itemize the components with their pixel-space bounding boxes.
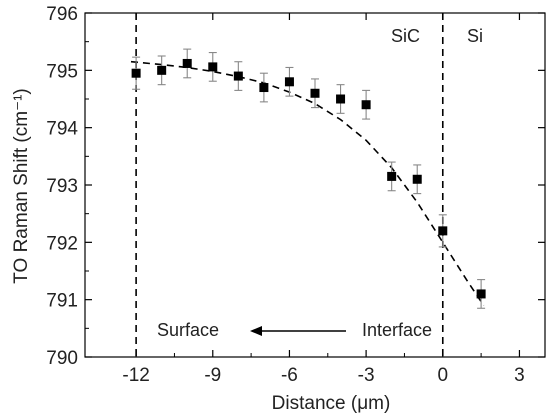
x-tick-label-0: -12 bbox=[122, 365, 149, 386]
data-point-4 bbox=[233, 71, 243, 81]
direction-arrow-head bbox=[250, 326, 262, 336]
data-points bbox=[131, 58, 486, 299]
error-bars bbox=[132, 48, 486, 309]
annotation-sic: SiC bbox=[391, 26, 420, 46]
plot-frame bbox=[84, 12, 546, 358]
region-divider-lines bbox=[135, 13, 444, 357]
annotations: SiC Si Surface Interface bbox=[157, 26, 483, 340]
fit-curve bbox=[130, 60, 485, 306]
data-point-6 bbox=[284, 77, 294, 87]
x-axis-title: Distance (μm) bbox=[272, 393, 391, 414]
data-point-9 bbox=[361, 100, 371, 110]
x-tick-label-3: -3 bbox=[358, 365, 375, 386]
data-point-12 bbox=[438, 226, 448, 236]
data-point-3 bbox=[208, 62, 218, 72]
x-tick-label-1: -9 bbox=[204, 365, 221, 386]
y-tick-label-3: 793 bbox=[46, 176, 78, 197]
annotation-interface: Interface bbox=[362, 320, 432, 340]
data-point-0 bbox=[131, 68, 141, 78]
y-tick-label-5: 795 bbox=[46, 61, 78, 82]
data-point-13 bbox=[476, 289, 486, 299]
data-point-2 bbox=[182, 58, 192, 68]
data-point-7 bbox=[310, 88, 320, 98]
x-tick-label-5: 3 bbox=[514, 365, 525, 386]
y-tick-label-0: 790 bbox=[46, 348, 78, 369]
fit-curve-group bbox=[130, 60, 485, 306]
annotation-surface: Surface bbox=[157, 320, 219, 340]
data-point-11 bbox=[412, 174, 422, 184]
x-tick-label-2: -6 bbox=[281, 365, 298, 386]
plot-area bbox=[84, 12, 546, 358]
axis-ticks bbox=[85, 12, 545, 358]
x-tick-label-4: 0 bbox=[437, 365, 448, 386]
y-tick-label-4: 794 bbox=[46, 119, 78, 140]
annotation-si: Si bbox=[467, 26, 483, 46]
axis-tick-labels: -12 -9 -6 -3 0 3 790 791 792 793 794 795 796 bbox=[46, 4, 524, 386]
y-tick-label-1: 791 bbox=[46, 291, 78, 312]
data-point-10 bbox=[387, 171, 397, 181]
y-axis-title: TO Raman Shift (cm⁻¹) bbox=[11, 88, 32, 283]
data-point-1 bbox=[157, 65, 167, 75]
y-tick-label-6: 796 bbox=[46, 4, 78, 25]
data-point-5 bbox=[259, 83, 269, 93]
data-point-8 bbox=[336, 94, 346, 104]
y-tick-label-2: 792 bbox=[46, 233, 78, 254]
